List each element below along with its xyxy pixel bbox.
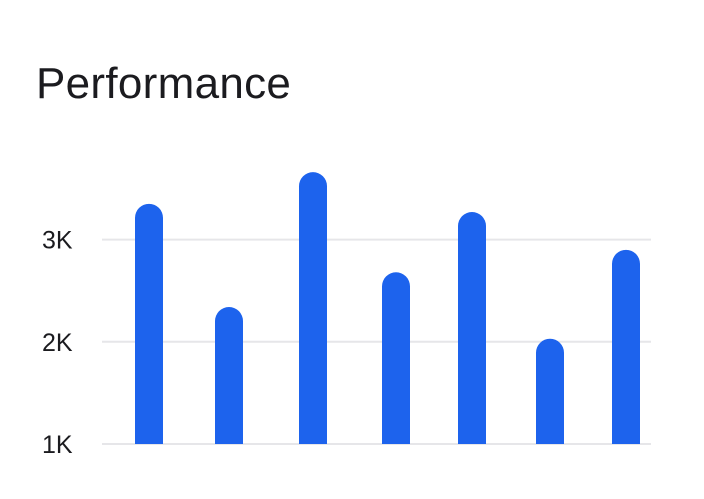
y-tick-label: 3K — [42, 227, 73, 255]
grid-lines — [102, 238, 651, 445]
bars — [135, 172, 640, 444]
y-tick-label: 1K — [42, 431, 73, 459]
bar[interactable] — [536, 338, 564, 444]
bar[interactable] — [458, 212, 486, 444]
bar[interactable] — [612, 249, 640, 444]
bar[interactable] — [299, 172, 327, 444]
bar[interactable] — [135, 203, 163, 444]
chart-title: Performance — [36, 59, 292, 108]
bar[interactable] — [215, 307, 243, 444]
y-tick-label: 2K — [42, 329, 73, 357]
bar[interactable] — [382, 272, 410, 444]
y-axis-ticks: 1K 2K 3K — [42, 227, 73, 459]
